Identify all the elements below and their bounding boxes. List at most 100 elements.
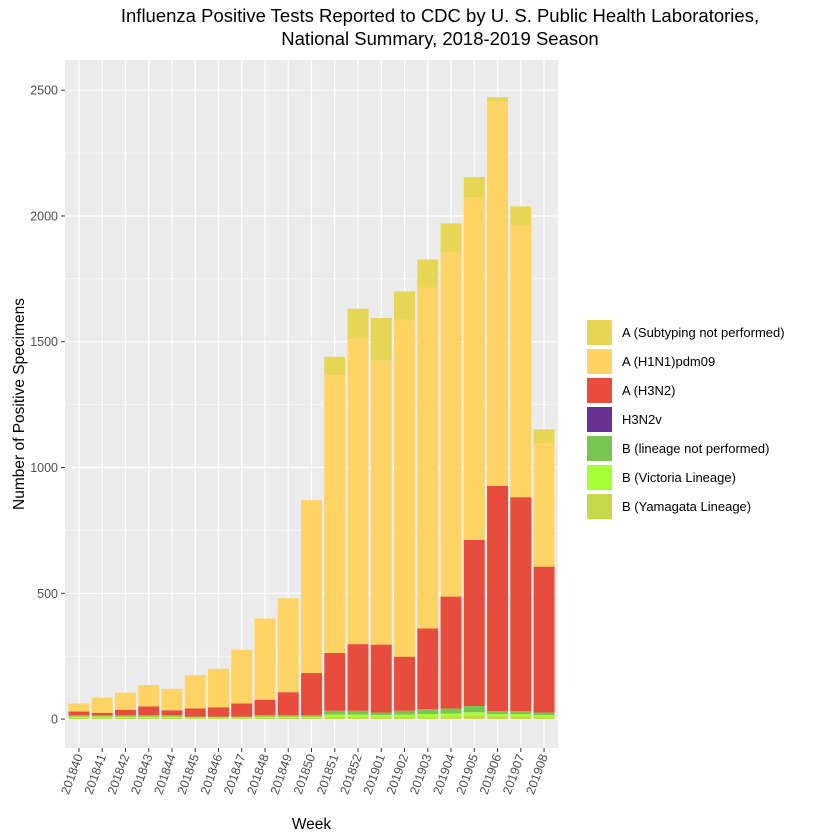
bar-segment — [231, 718, 253, 720]
legend-label: A (H1N1)pdm09 — [622, 354, 716, 369]
x-tick-label: 201908 — [523, 752, 550, 796]
bar-segment — [324, 374, 346, 653]
bar-segment — [463, 712, 485, 717]
bar-segment — [324, 652, 346, 711]
bar-segment — [68, 716, 90, 718]
bar-segment — [301, 673, 322, 716]
bar-segment — [533, 712, 555, 716]
bar-segment — [370, 360, 392, 645]
bar-segment — [347, 338, 369, 645]
bar-segment — [184, 708, 206, 717]
bar-segment — [463, 197, 485, 540]
bar-segment — [231, 703, 253, 717]
bar-segment — [487, 714, 509, 717]
bar-segment — [487, 97, 509, 102]
legend: A (Subtyping not performed) A (H1N1)pdm09… — [586, 318, 785, 521]
bar-segment — [487, 716, 509, 720]
bar-segment — [510, 714, 532, 717]
bar-segment — [114, 716, 136, 718]
bar-segment — [184, 716, 206, 718]
bar-segment — [440, 251, 462, 597]
bar-segment — [510, 497, 532, 712]
legend-label: H3N2v — [622, 412, 662, 427]
bar-segment — [68, 717, 90, 720]
bar-segment — [510, 716, 532, 720]
bar-segment — [417, 259, 439, 288]
bar-segment — [394, 710, 415, 715]
bar-segment — [394, 319, 415, 657]
bar-segment — [208, 718, 229, 720]
bar-segment — [208, 717, 229, 719]
legend-label: A (H3N2) — [622, 383, 676, 398]
bar-segment — [254, 715, 276, 717]
bar-segment — [394, 291, 415, 320]
bar-segment — [370, 717, 392, 720]
y-tick-label: 1500 — [30, 335, 58, 349]
legend-label: B (lineage not performed) — [622, 441, 770, 456]
bar-segment — [487, 711, 509, 715]
bar-segment — [231, 717, 253, 719]
legend-item: B (Victoria Lineage) — [586, 463, 785, 492]
legend-swatch — [586, 493, 613, 520]
bar-segment — [254, 618, 276, 700]
bar-segment — [370, 712, 392, 716]
legend-item: B (lineage not performed) — [586, 434, 785, 463]
bar-segment — [254, 717, 276, 720]
x-axis: 2018402018412018422018432018442018452018… — [58, 748, 551, 796]
bar-segment — [370, 318, 392, 361]
x-axis-title: Week — [292, 816, 332, 833]
chart-title-line-2: National Summary, 2018-2019 Season — [281, 28, 599, 49]
bar-segment — [394, 656, 415, 711]
bar-segment — [301, 717, 322, 720]
bar-segment — [138, 717, 160, 720]
y-axis-title: Number of Positive Specimens — [11, 298, 28, 510]
bar-segment — [68, 703, 90, 712]
bar-segment — [347, 714, 369, 718]
bar-segment — [533, 566, 555, 713]
legend-item: H3N2v — [586, 405, 785, 434]
bar-segment — [347, 644, 369, 711]
bar-segment — [161, 716, 183, 718]
bar-segment — [510, 206, 532, 226]
bar-segment — [533, 717, 555, 720]
bar-segment — [347, 717, 369, 720]
legend-item: A (H1N1)pdm09 — [586, 347, 785, 376]
bar-segment — [440, 708, 462, 714]
bar-segment — [254, 716, 276, 718]
bar-segment — [324, 356, 346, 375]
legend-swatch — [586, 377, 613, 404]
bar-segment — [91, 717, 113, 720]
bar-segment — [394, 717, 415, 720]
bar-segment — [301, 500, 322, 674]
legend-label: B (Yamagata Lineage) — [622, 499, 752, 514]
bar-segment — [184, 717, 206, 719]
bar-segment — [114, 709, 136, 716]
bar-segment — [91, 716, 113, 718]
bar-segment — [138, 685, 160, 707]
bar-segment — [231, 649, 253, 704]
bar-segment — [440, 713, 462, 717]
bar-segment — [347, 308, 369, 339]
bar-segment — [347, 710, 369, 715]
legend-label: B (Victoria Lineage) — [622, 470, 736, 485]
bar-segment — [208, 707, 229, 717]
y-tick-label: 500 — [37, 587, 58, 601]
bar-segment — [417, 287, 439, 629]
bar-segment — [161, 710, 183, 716]
bar-segment — [463, 705, 485, 713]
bar-segment — [91, 712, 113, 716]
bar-segment — [277, 715, 299, 717]
bar-segment — [324, 714, 346, 718]
bar-segment — [208, 716, 229, 718]
bar-segment — [277, 717, 299, 720]
bar-segment — [91, 697, 113, 713]
bar-segment — [91, 715, 113, 717]
bar-segment — [324, 710, 346, 715]
bar-segment — [510, 225, 532, 498]
bar-segment — [417, 714, 439, 718]
bar-segment — [324, 717, 346, 720]
legend-swatch — [586, 319, 613, 346]
bar-segment — [463, 539, 485, 706]
bar-segment — [301, 715, 322, 717]
